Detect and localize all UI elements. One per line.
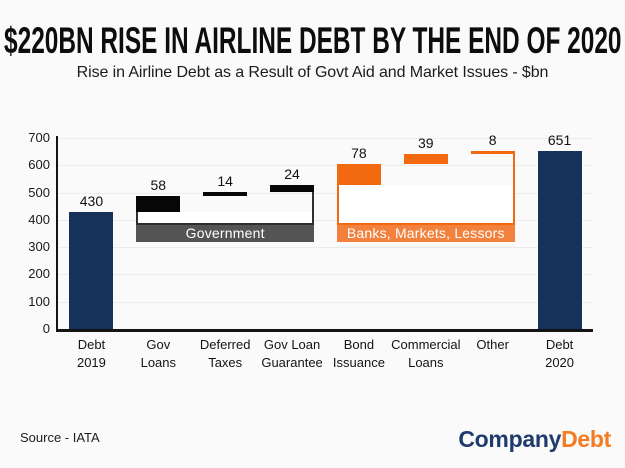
x-tick-label-deferred-taxes: Deferred Taxes bbox=[185, 336, 265, 372]
x-tick-label-line: 2020 bbox=[545, 355, 575, 370]
x-tick-label-line: Bond bbox=[343, 337, 375, 352]
x-tick-label-other: Other bbox=[453, 336, 533, 354]
x-tick-label-commercial-loans: Commercial Loans bbox=[386, 336, 466, 372]
x-tick-label-line: Gov bbox=[146, 337, 171, 352]
x-tick-label-debt-2020: Debt 2020 bbox=[520, 336, 600, 372]
gridline-300 bbox=[58, 247, 593, 249]
group-bracket-left-line-0 bbox=[136, 211, 139, 224]
bar-debt-2020 bbox=[537, 151, 582, 329]
y-tick-label: 200 bbox=[28, 266, 50, 282]
x-tick-label-line: Issuance bbox=[332, 355, 385, 370]
bar-commercial-loans bbox=[403, 153, 448, 165]
bar-other bbox=[470, 151, 515, 155]
logo-debt-text: Debt bbox=[561, 426, 611, 452]
page-title-text: $220BN RISE IN AIRLINE DEBT BY THE END O… bbox=[3, 20, 622, 61]
group-bracket-left-line-1 bbox=[336, 185, 339, 224]
x-tick-label-line: Taxes bbox=[208, 355, 243, 370]
value-label-gov-loans: 58 bbox=[150, 176, 167, 193]
gridline-500 bbox=[58, 192, 593, 194]
gridline-700 bbox=[58, 138, 593, 139]
y-axis bbox=[56, 136, 58, 331]
bar-bond-issuance bbox=[336, 164, 381, 186]
x-tick-label-line: 2019 bbox=[76, 355, 106, 370]
value-label-gov-loan-guarantee: 24 bbox=[284, 166, 300, 183]
x-tick-label-line: Commercial bbox=[391, 337, 461, 352]
x-tick-label-line: Debt bbox=[77, 337, 106, 352]
x-tick-label-gov-loans: Gov Loans bbox=[118, 336, 198, 372]
bar-gov-loan-guarantee bbox=[270, 185, 315, 193]
x-tick-label-line: Loans bbox=[408, 355, 444, 370]
gridline-400 bbox=[58, 219, 593, 221]
y-tick-label: 400 bbox=[28, 211, 50, 227]
x-tick-label-line: Debt bbox=[545, 337, 574, 352]
y-tick-label: 0 bbox=[42, 321, 50, 336]
y-tick-label: 700 bbox=[28, 130, 50, 145]
y-tick-label: 300 bbox=[28, 239, 50, 255]
value-label-deferred-taxes: 14 bbox=[217, 173, 233, 190]
chart-subtitle: Rise in Airline Debt as a Result of Govt… bbox=[76, 64, 549, 81]
x-tick-label-line: Loans bbox=[140, 355, 177, 370]
value-label-bond-issuance: 78 bbox=[351, 145, 367, 162]
group-bracket-right-line-1 bbox=[512, 153, 515, 224]
group-bracket-bottom-line-0 bbox=[136, 222, 315, 225]
x-tick-label-debt-2019: Debt 2019 bbox=[51, 336, 131, 372]
company-logo: CompanyDebt bbox=[458, 426, 611, 453]
value-label-commercial-loans: 39 bbox=[418, 134, 434, 151]
group-bracket-bottom-line-1 bbox=[336, 222, 515, 225]
gridline-100 bbox=[58, 301, 593, 303]
source-text: Source - IATA bbox=[20, 430, 100, 445]
bar-deferred-taxes bbox=[203, 192, 248, 196]
x-tick-label-line: Other bbox=[476, 337, 509, 352]
x-tick-label-line: Guarantee bbox=[261, 355, 323, 370]
gridline-600 bbox=[58, 165, 593, 167]
y-tick-label: 500 bbox=[28, 184, 50, 200]
page-title: $220BN RISE IN AIRLINE DEBT BY THE END O… bbox=[0, 20, 625, 62]
value-label-other: 8 bbox=[488, 132, 497, 149]
value-label-debt-2019: 430 bbox=[79, 192, 104, 209]
y-tick-label: 100 bbox=[28, 293, 50, 309]
logo-company-text: Company bbox=[458, 426, 562, 452]
bar-gov-loans bbox=[136, 195, 181, 212]
y-tick-label: 600 bbox=[28, 157, 50, 173]
group-band-0: Government bbox=[136, 223, 315, 242]
x-tick-label-gov-loan-guarantee: Gov Loan Guarantee bbox=[252, 336, 332, 372]
gridline-200 bbox=[58, 274, 593, 276]
group-band-1: Banks, Markets, Lessors bbox=[336, 223, 515, 242]
x-tick-label-line: Gov Loan bbox=[263, 337, 321, 352]
value-label-debt-2020: 651 bbox=[547, 132, 572, 149]
x-tick-label-line: Deferred bbox=[199, 337, 251, 352]
bar-debt-2019 bbox=[69, 211, 114, 329]
x-axis bbox=[56, 329, 593, 332]
group-bracket-right-line-0 bbox=[312, 192, 315, 224]
x-tick-label-bond-issuance: Bond Issuance bbox=[319, 336, 399, 372]
